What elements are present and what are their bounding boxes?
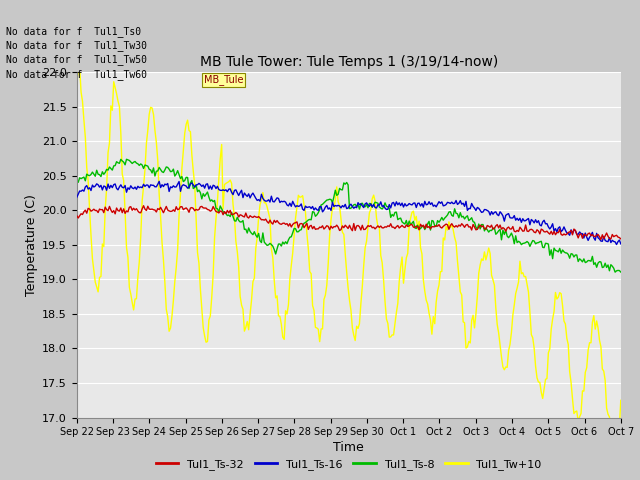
Text: MB_Tule: MB_Tule: [204, 74, 243, 85]
X-axis label: Time: Time: [333, 442, 364, 455]
Text: No data for f  Tul1_Tw50: No data for f Tul1_Tw50: [6, 54, 147, 65]
Y-axis label: Temperature (C): Temperature (C): [25, 194, 38, 296]
Title: MB Tule Tower: Tule Temps 1 (3/19/14-now): MB Tule Tower: Tule Temps 1 (3/19/14-now…: [200, 56, 498, 70]
Text: No data for f  Tul1_Tw60: No data for f Tul1_Tw60: [6, 69, 147, 80]
Legend: Tul1_Ts-32, Tul1_Ts-16, Tul1_Ts-8, Tul1_Tw+10: Tul1_Ts-32, Tul1_Ts-16, Tul1_Ts-8, Tul1_…: [152, 455, 546, 474]
Text: No data for f  Tul1_Tw30: No data for f Tul1_Tw30: [6, 40, 147, 51]
Text: No data for f  Tul1_Ts0: No data for f Tul1_Ts0: [6, 25, 141, 36]
